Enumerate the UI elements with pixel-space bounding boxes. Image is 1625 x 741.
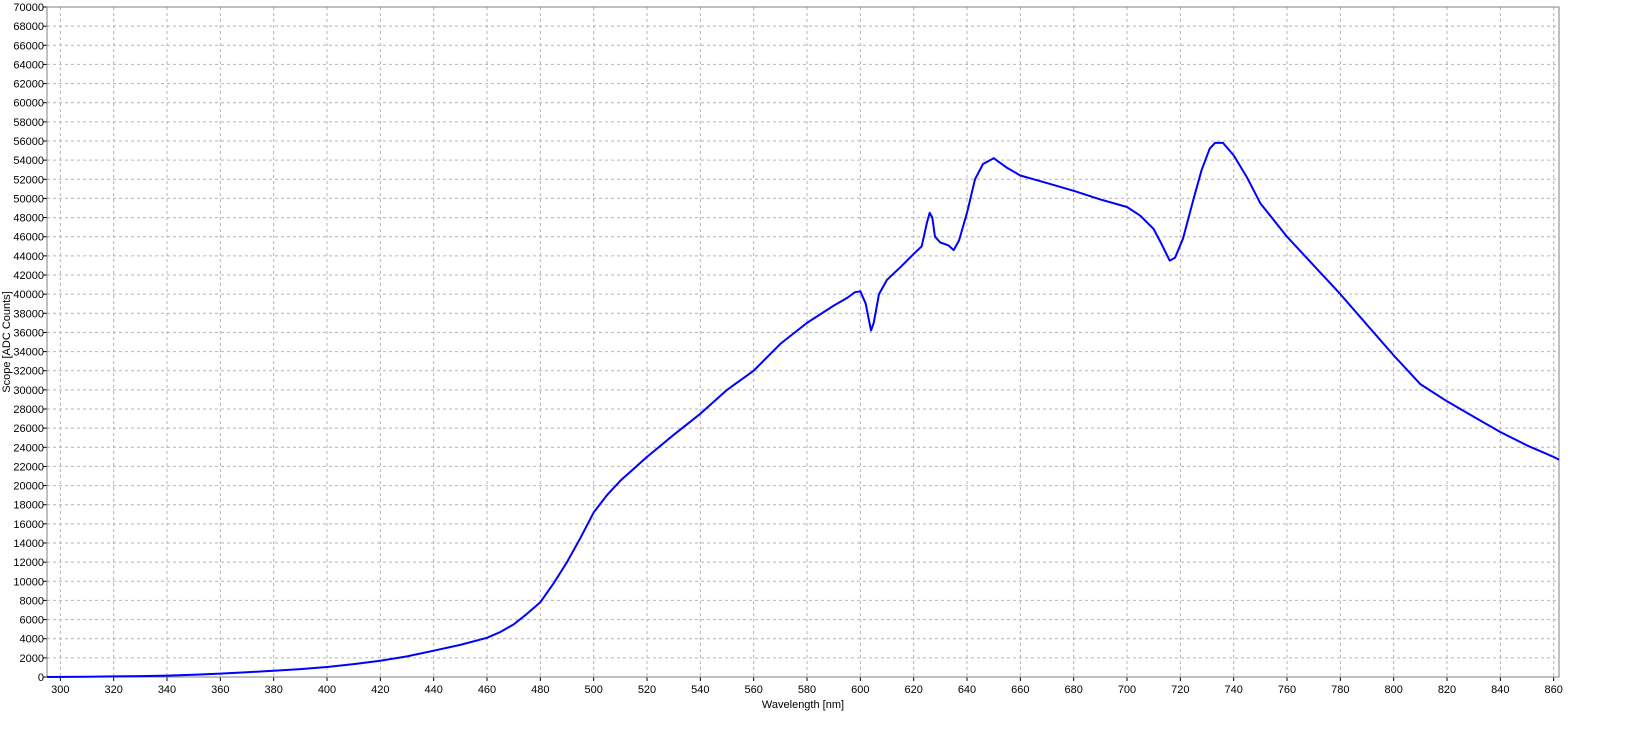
y-axis-title: Scope [ADC Counts] <box>1 291 13 393</box>
x-tick-label: 320 <box>104 684 122 696</box>
x-axis-title: Wavelength [nm] <box>762 699 844 711</box>
x-tick-label: 760 <box>1278 684 1296 696</box>
x-tick-label: 500 <box>584 684 602 696</box>
y-tick-label: 58000 <box>13 117 44 129</box>
x-tick-label: 340 <box>158 684 176 696</box>
y-axis-ticks: 0 2000 4000 6000 8000 10000 12000 14000 16000 180… <box>13 2 47 684</box>
y-tick-label: 54000 <box>13 155 44 167</box>
y-tick-label: 34000 <box>13 347 44 359</box>
y-tick-label: 66000 <box>13 40 44 52</box>
y-tick-label: 46000 <box>13 232 44 244</box>
y-tick-label: 42000 <box>13 270 44 282</box>
y-tick-label: 18000 <box>13 500 44 512</box>
x-tick-label: 300 <box>51 684 69 696</box>
x-tick-label: 860 <box>1544 684 1562 696</box>
y-tick-label: 62000 <box>13 79 44 91</box>
x-tick-label: 480 <box>531 684 549 696</box>
x-tick-label: 780 <box>1331 684 1349 696</box>
x-tick-label: 360 <box>211 684 229 696</box>
y-tick-label: 2000 <box>20 653 44 665</box>
y-tick-label: 52000 <box>13 174 44 186</box>
y-tick-label: 28000 <box>13 404 44 416</box>
y-tick-label: 10000 <box>13 576 44 588</box>
plot-frame <box>46 6 1560 678</box>
y-tick-label: 26000 <box>13 423 44 435</box>
y-tick-label: 16000 <box>13 519 44 531</box>
y-tick-label: 68000 <box>13 21 44 33</box>
x-tick-label: 720 <box>1171 684 1189 696</box>
y-tick-label: 60000 <box>13 98 44 110</box>
series-line <box>46 141 1560 678</box>
y-tick-label: 12000 <box>13 557 44 569</box>
y-tick-label: 40000 <box>13 289 44 301</box>
y-tick-label: 56000 <box>13 136 44 148</box>
x-tick-label: 620 <box>904 684 922 696</box>
x-tick-label: 800 <box>1384 684 1402 696</box>
y-tick-label: 38000 <box>13 308 44 320</box>
grid-layer <box>47 7 1559 677</box>
x-tick-label: 420 <box>371 684 389 696</box>
y-tick-label: 48000 <box>13 213 44 225</box>
y-tick-label: 8000 <box>20 595 44 607</box>
x-tick-label: 580 <box>798 684 816 696</box>
x-tick-label: 640 <box>958 684 976 696</box>
x-tick-label: 660 <box>1011 684 1029 696</box>
x-tick-label: 840 <box>1491 684 1509 696</box>
y-tick-label: 0 <box>38 672 44 684</box>
y-tick-label: 6000 <box>20 615 44 627</box>
y-tick-label: 70000 <box>13 2 44 14</box>
y-tick-label: 14000 <box>13 538 44 550</box>
y-tick-label: 20000 <box>13 481 44 493</box>
y-tick-label: 36000 <box>13 327 44 339</box>
x-tick-label: 740 <box>1224 684 1242 696</box>
x-tick-label: 600 <box>851 684 869 696</box>
x-axis-ticks: 300 320 340 360 380 400 420 440 460 480 500 520 540 5… <box>51 677 1563 696</box>
x-tick-label: 700 <box>1118 684 1136 696</box>
x-tick-label: 440 <box>424 684 442 696</box>
y-tick-label: 4000 <box>20 634 44 646</box>
x-tick-label: 560 <box>744 684 762 696</box>
x-tick-label: 380 <box>264 684 282 696</box>
x-tick-label: 400 <box>318 684 336 696</box>
x-tick-label: 680 <box>1064 684 1082 696</box>
x-tick-label: 520 <box>638 684 656 696</box>
y-tick-label: 30000 <box>13 385 44 397</box>
y-tick-label: 24000 <box>13 442 44 454</box>
x-tick-label: 460 <box>478 684 496 696</box>
y-tick-label: 22000 <box>13 461 44 473</box>
y-tick-label: 32000 <box>13 366 44 378</box>
x-tick-label: 820 <box>1438 684 1456 696</box>
x-tick-label: 540 <box>691 684 709 696</box>
y-tick-label: 64000 <box>13 59 44 71</box>
y-tick-label: 44000 <box>13 251 44 263</box>
y-tick-label: 50000 <box>13 193 44 205</box>
